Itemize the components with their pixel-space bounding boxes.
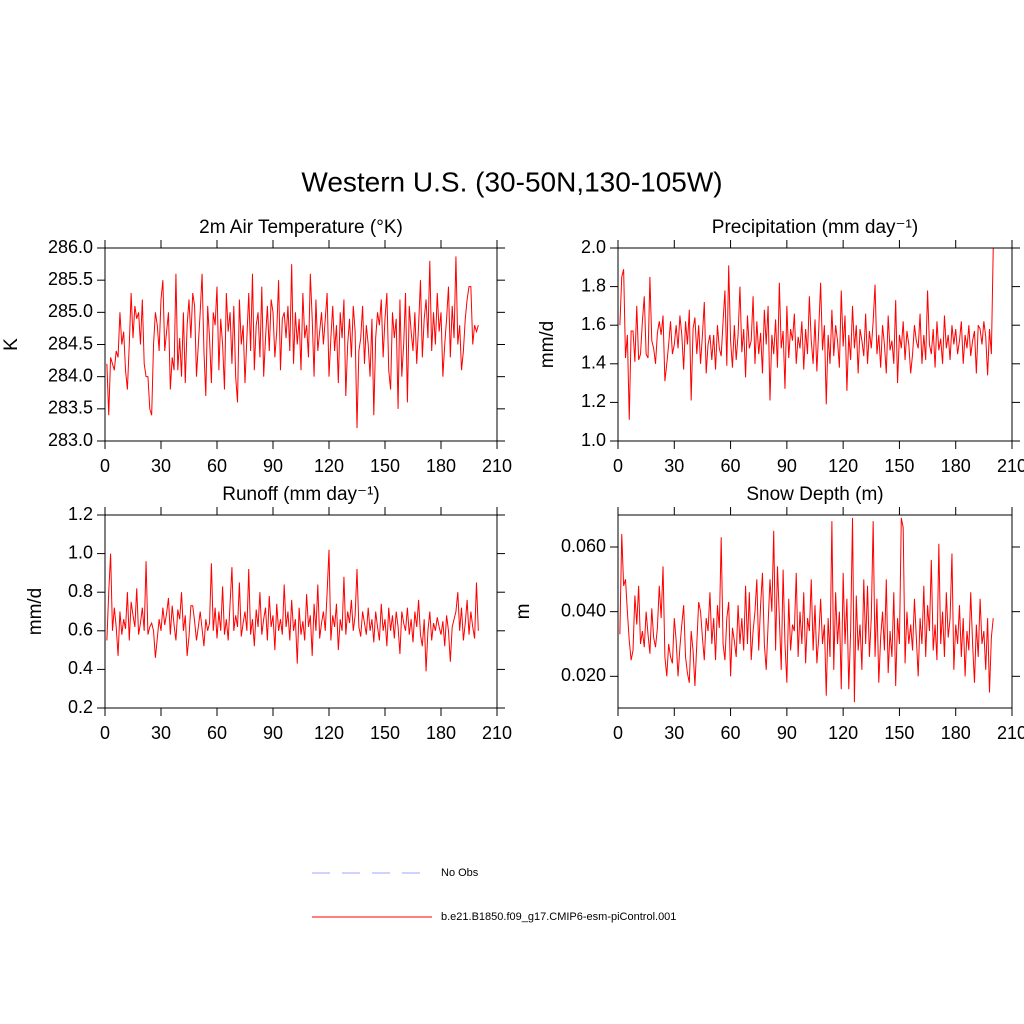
x-tick-label: 60: [207, 456, 227, 476]
x-tick-label: 180: [426, 723, 456, 743]
y-tick-label: 283.0: [48, 430, 93, 450]
x-tick-label: 150: [370, 456, 400, 476]
y-tick-label: 2.0: [581, 237, 606, 257]
x-tick-label: 30: [151, 456, 171, 476]
x-tick-label: 90: [263, 456, 283, 476]
x-tick-label: 210: [997, 456, 1024, 476]
y-tick-label: 0.2: [68, 697, 93, 717]
x-tick-label: 120: [828, 456, 858, 476]
x-tick-label: 120: [828, 723, 858, 743]
y-tick-label: 0.040: [561, 600, 606, 620]
y-tick-label: 0.4: [68, 658, 93, 678]
plot-frame: [104, 514, 498, 709]
x-tick-label: 30: [664, 723, 684, 743]
y-axis-label: mm/d: [537, 321, 558, 369]
x-tick-label: 180: [941, 723, 971, 743]
y-tick-label: 285.0: [48, 301, 93, 321]
y-tick-label: 0.6: [68, 620, 93, 640]
data-line: [106, 549, 479, 672]
y-tick-label: 284.5: [48, 333, 93, 353]
legend-label: b.e21.B1850.f09_g17.CMIP6-esm-piControl.…: [441, 911, 676, 923]
x-tick-label: 90: [263, 723, 283, 743]
x-tick-label: 210: [482, 456, 512, 476]
x-tick-label: 60: [721, 456, 741, 476]
y-tick-label: 285.5: [48, 269, 93, 289]
x-tick-label: 210: [997, 723, 1024, 743]
y-tick-label: 283.5: [48, 398, 93, 418]
x-tick-label: 60: [207, 723, 227, 743]
x-tick-label: 150: [884, 723, 914, 743]
x-tick-label: 60: [721, 723, 741, 743]
plot-frame: [104, 247, 498, 442]
panel-title: 2m Air Temperature (°K): [199, 217, 403, 238]
x-tick-label: 0: [100, 723, 110, 743]
x-tick-label: 0: [613, 456, 623, 476]
panel-title: Runoff (mm day⁻¹): [222, 484, 380, 505]
x-tick-label: 90: [777, 723, 797, 743]
y-axis-label: m: [513, 604, 534, 620]
x-tick-label: 0: [613, 723, 623, 743]
plot-frame: [617, 514, 1013, 709]
y-tick-label: 0.020: [561, 665, 606, 685]
figure-title: Western U.S. (30-50N,130-105W): [301, 166, 722, 197]
plot-frame: [617, 247, 1013, 442]
y-tick-label: 0.8: [68, 581, 93, 601]
x-tick-label: 30: [664, 456, 684, 476]
y-tick-label: 1.0: [68, 542, 93, 562]
y-tick-label: 1.2: [581, 391, 606, 411]
y-tick-label: 1.4: [581, 353, 606, 373]
data-line: [619, 517, 994, 703]
data-line: [619, 247, 994, 420]
x-tick-label: 0: [100, 456, 110, 476]
y-tick-label: 286.0: [48, 237, 93, 257]
y-tick-label: 1.8: [581, 275, 606, 295]
panel-title: Snow Depth (m): [746, 484, 883, 505]
x-tick-label: 30: [151, 723, 171, 743]
x-tick-label: 120: [314, 723, 344, 743]
y-tick-label: 284.0: [48, 365, 93, 385]
x-tick-label: 90: [777, 456, 797, 476]
legend-label: No Obs: [441, 867, 479, 879]
y-axis-label: K: [1, 338, 22, 351]
y-axis-label: mm/d: [25, 588, 46, 636]
x-tick-label: 150: [370, 723, 400, 743]
y-tick-label: 1.6: [581, 314, 606, 334]
data-line: [106, 256, 479, 429]
y-tick-label: 1.2: [68, 504, 93, 524]
x-tick-label: 180: [941, 456, 971, 476]
panel-title: Precipitation (mm day⁻¹): [712, 217, 918, 238]
x-tick-label: 120: [314, 456, 344, 476]
y-tick-label: 1.0: [581, 430, 606, 450]
y-tick-label: 0.060: [561, 536, 606, 556]
x-tick-label: 180: [426, 456, 456, 476]
x-tick-label: 210: [482, 723, 512, 743]
x-tick-label: 150: [884, 456, 914, 476]
